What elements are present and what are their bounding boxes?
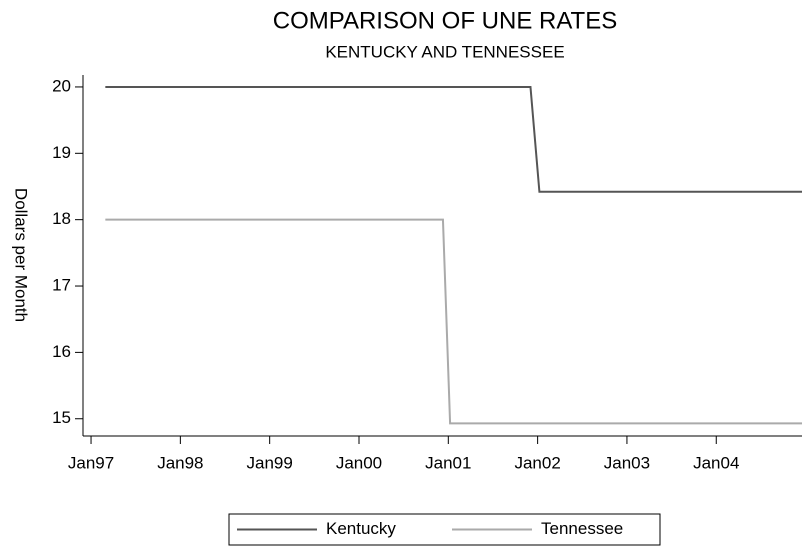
- y-tick-label: 17: [52, 276, 71, 295]
- legend-label: Kentucky: [326, 519, 396, 538]
- x-tick-label: Jan99: [247, 453, 293, 472]
- x-tick-label: Jan00: [336, 453, 382, 472]
- line: [105, 218, 802, 425]
- x-tick-label: Jan04: [693, 453, 739, 472]
- y-tick-label: 15: [52, 408, 71, 427]
- x-tick-label: Jan02: [514, 453, 560, 472]
- y-axis-label: Dollars per Month: [12, 188, 31, 322]
- x-tick-label: Jan01: [425, 453, 471, 472]
- y-tick-label: 16: [52, 342, 71, 361]
- chart-subtitle: KENTUCKY AND TENNESSEE: [325, 42, 564, 61]
- line: [105, 85, 802, 193]
- y-tick-label: 20: [52, 76, 71, 95]
- chart-title: COMPARISON OF UNE RATES: [273, 7, 617, 34]
- x-tick-label: Jan98: [157, 453, 203, 472]
- x-tick-label: Jan03: [604, 453, 650, 472]
- legend-label: Tennessee: [541, 519, 623, 538]
- y-tick-label: 18: [52, 209, 71, 228]
- x-tick-label: Jan97: [68, 453, 114, 472]
- y-tick-label: 19: [52, 143, 71, 162]
